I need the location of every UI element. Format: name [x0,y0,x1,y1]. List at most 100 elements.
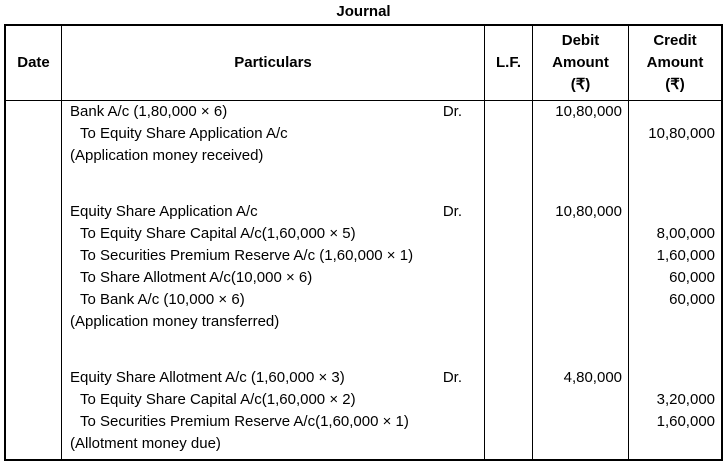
narration-text: (Application money transferred) [70,313,280,330]
debit-amount-cell [533,455,629,459]
credit-amount: 1,60,000 [656,247,715,264]
credit-amount-cell [629,311,721,333]
date-cell [6,311,62,333]
date-cell [6,433,62,455]
credit-amount: 60,000 [669,291,715,308]
lf-cell [485,455,533,459]
date-cell [6,101,62,123]
header-particulars: Particulars [62,26,485,100]
journal-header-row: Date Particulars L.F. Debit Amount (₹) C… [6,26,721,101]
header-lf: L.F. [485,26,533,100]
credit-amount-cell: 8,00,000 [629,223,721,245]
debit-amount-cell [533,223,629,245]
credit-amount: 1,60,000 [656,413,715,430]
dr-label: Dr. [442,369,462,386]
header-date: Date [6,26,62,100]
particulars-cell: (Application money received) [62,145,485,167]
lf-cell [485,367,533,389]
particulars-cell: To Securities Premium Reserve A/c(1,60,0… [62,411,485,433]
account-text: To Securities Premium Reserve A/c(1,60,0… [80,413,409,430]
header-debit-amount: Debit Amount (₹) [533,26,629,100]
narration-text: (Allotment money due) [70,435,221,452]
debit-amount-cell [533,145,629,167]
journal-row: To Securities Premium Reserve A/c (1,60,… [6,245,721,267]
lf-cell [485,201,533,223]
journal-row: To Equity Share Application A/c 10,80,000 [6,123,721,145]
journal-body: Bank A/c (1,80,000 × 6) Dr. 10,80,000 To Eq… [6,101,721,459]
debit-amount: 10,80,000 [555,203,622,220]
lf-cell [485,145,533,167]
credit-amount-cell: 60,000 [629,289,721,311]
particulars-cell: Bank A/c (1,80,000 × 6) Dr. [62,101,485,123]
credit-amount-cell [629,145,721,167]
date-cell [6,289,62,311]
journal-row: Equity Share Application A/c Dr. 10,80,000 [6,201,721,223]
page-title: Journal [336,3,391,20]
lf-cell [485,223,533,245]
journal-row: (Application money received) [6,145,721,167]
journal-spacer-row [6,167,721,201]
particulars-cell: To Equity Share Capital A/c(1,60,000 × 5… [62,223,485,245]
lf-cell [485,311,533,333]
account-text: Equity Share Application A/c [70,203,258,220]
credit-amount: 3,20,000 [656,391,715,408]
journal-row: (Allotment money due) [6,433,721,455]
particulars-cell: (Application money transferred) [62,311,485,333]
date-cell [6,223,62,245]
debit-amount-cell [533,267,629,289]
account-text: To Securities Premium Reserve A/c (1,60,… [80,247,414,264]
particulars-cell: To Bank A/c (10,000 × 6) [62,289,485,311]
lf-cell [485,101,533,123]
journal-row: To Bank A/c (10,000 × 6) 60,000 [6,289,721,311]
lf-cell [485,333,533,367]
debit-amount-cell [533,411,629,433]
date-cell [6,123,62,145]
filler-row [6,455,721,459]
credit-amount-cell: 1,60,000 [629,245,721,267]
credit-amount-cell [629,367,721,389]
account-text: To Equity Share Capital A/c(1,60,000 × 2… [80,391,356,408]
credit-amount-cell [629,455,721,459]
date-cell [6,167,62,201]
debit-amount-cell [533,167,629,201]
journal-row: To Equity Share Capital A/c(1,60,000 × 5… [6,223,721,245]
credit-amount: 10,80,000 [648,125,715,142]
dr-label: Dr. [442,103,462,120]
debit-amount: 10,80,000 [555,103,622,120]
account-text: To Equity Share Application A/c [80,125,288,142]
date-cell [6,411,62,433]
particulars-cell: Equity Share Application A/c Dr. [62,201,485,223]
journal-spacer-row [6,333,721,367]
credit-amount-cell [629,167,721,201]
journal-row: Equity Share Allotment A/c (1,60,000 × 3… [6,367,721,389]
journal-row: To Equity Share Capital A/c(1,60,000 × 2… [6,389,721,411]
credit-amount-cell [629,333,721,367]
date-cell [6,267,62,289]
credit-amount: 8,00,000 [656,225,715,242]
lf-cell [485,433,533,455]
account-text: Bank A/c (1,80,000 × 6) [70,103,228,120]
narration-text: (Application money received) [70,147,264,164]
date-cell [6,201,62,223]
lf-cell [485,245,533,267]
particulars-cell [62,333,485,367]
lf-cell [485,289,533,311]
credit-amount-cell [629,101,721,123]
particulars-cell: To Securities Premium Reserve A/c (1,60,… [62,245,485,267]
date-cell [6,333,62,367]
lf-cell [485,389,533,411]
debit-amount: 4,80,000 [563,369,622,386]
credit-amount-cell [629,433,721,455]
account-text: To Bank A/c (10,000 × 6) [80,291,245,308]
date-cell [6,245,62,267]
account-text: To Equity Share Capital A/c(1,60,000 × 5… [80,225,356,242]
lf-cell [485,123,533,145]
debit-amount-cell [533,333,629,367]
dr-label: Dr. [442,203,462,220]
debit-amount-cell [533,311,629,333]
account-text: Equity Share Allotment A/c (1,60,000 × 3… [70,369,345,386]
credit-amount-cell: 3,20,000 [629,389,721,411]
date-cell [6,145,62,167]
debit-amount-cell [533,389,629,411]
debit-amount-cell [533,433,629,455]
